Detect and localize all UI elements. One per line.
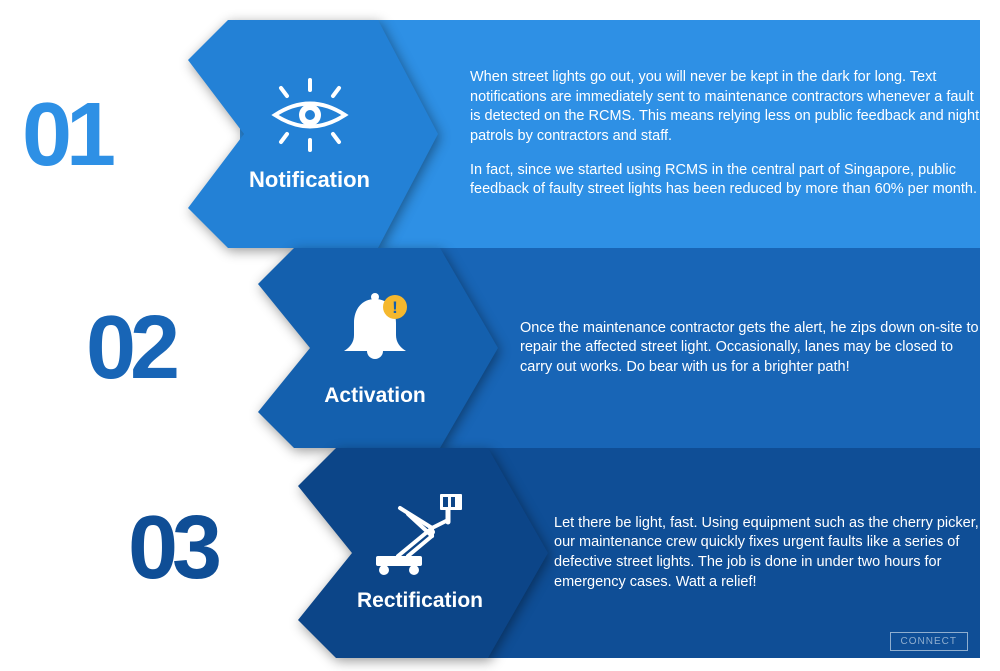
step-3-number: 03 — [128, 503, 216, 593]
connect-button[interactable]: CONNECT — [890, 632, 968, 651]
step-1-p1: When street lights go out, you will neve… — [470, 68, 980, 146]
step-1: When street lights go out, you will neve… — [0, 20, 1000, 248]
cherry-picker-icon — [370, 494, 470, 581]
step-2-desc: Once the maintenance contractor gets the… — [520, 248, 980, 448]
step-2-number: 02 — [86, 303, 174, 393]
svg-text:!: ! — [392, 298, 398, 317]
eye-icon — [265, 76, 355, 159]
step-3-title: Rectification — [357, 589, 483, 613]
step-2-icon-block: ! Activation — [300, 248, 450, 448]
step-2-title: Activation — [324, 384, 426, 408]
step-1-title: Notification — [249, 167, 370, 193]
step-1-p2: In fact, since we started using RCMS in … — [470, 161, 980, 200]
step-1-icon-block: Notification — [232, 20, 387, 248]
step-1-number: 01 — [22, 90, 110, 180]
step-2-p1: Once the maintenance contractor gets the… — [520, 319, 980, 378]
step-3-p1: Let there be light, fast. Using equipmen… — [554, 514, 980, 592]
step-2: Once the maintenance contractor gets the… — [0, 248, 1000, 448]
step-3-desc: Let there be light, fast. Using equipmen… — [554, 448, 980, 658]
step-3: Let there be light, fast. Using equipmen… — [0, 448, 1000, 658]
step-1-desc: When street lights go out, you will neve… — [470, 20, 980, 248]
bell-icon: ! — [334, 289, 416, 376]
step-3-icon-block: Rectification — [340, 448, 500, 658]
